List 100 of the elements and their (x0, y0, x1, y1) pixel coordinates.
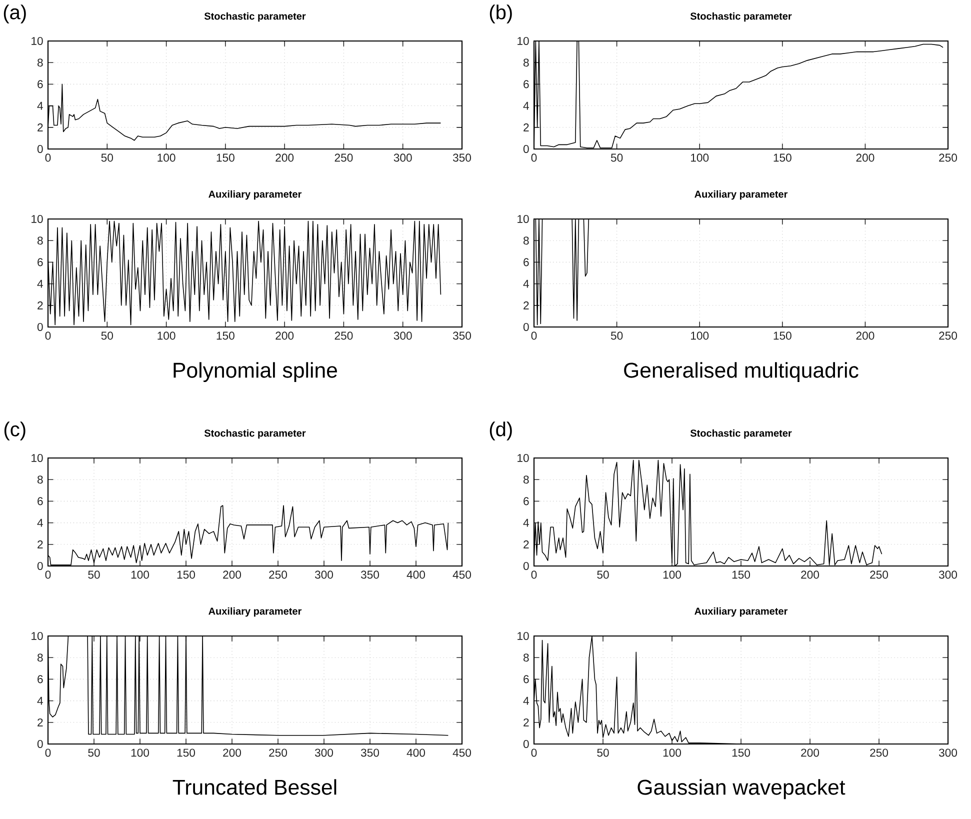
y-tick-label: 8 (524, 654, 529, 662)
chart-title: Auxiliary parameter (208, 190, 302, 200)
chart-title: Stochastic parameter (204, 429, 306, 439)
x-tick-label: 150 (732, 748, 750, 757)
x-tick-label: 0 (531, 748, 537, 757)
y-tick-label: 0 (37, 144, 43, 153)
text: (d) (490, 422, 512, 440)
x-tick-label: 150 (216, 332, 234, 340)
x-tick-label: 150 (732, 570, 750, 579)
x-tick-label: 450 (452, 748, 472, 757)
x-tick-label: 100 (663, 748, 682, 757)
y-tick-label: 6 (524, 258, 529, 266)
x-tick-label: 400 (406, 748, 426, 757)
y-tick-label: 10 (32, 214, 43, 223)
x-tick-label: 250 (870, 748, 888, 757)
x-tick-label: 250 (269, 748, 288, 757)
x-tick-label: 100 (131, 748, 149, 757)
x-tick-label: 200 (801, 748, 820, 757)
x-tick-label: 50 (597, 748, 609, 757)
text: (a) (4, 4, 26, 24)
x-tick-label: 250 (939, 332, 958, 340)
y-tick-label: 6 (38, 80, 43, 88)
y-tick-label: 0 (523, 562, 529, 570)
x-tick-label: 200 (223, 570, 241, 579)
x-tick-label: 450 (452, 570, 472, 579)
x-tick-label: 300 (314, 570, 334, 579)
y-tick-label: 0 (523, 144, 529, 153)
x-tick-label: 200 (801, 570, 820, 579)
y-tick-label: 8 (524, 476, 529, 484)
x-tick-label: 300 (394, 332, 412, 340)
y-tick-label: 4 (37, 280, 43, 288)
x-tick-label: 200 (276, 154, 294, 162)
y-tick-label: 10 (32, 454, 43, 462)
y-tick-label: 0 (37, 740, 43, 748)
y-tick-label: 6 (524, 675, 529, 684)
x-tick-label: 250 (334, 332, 353, 340)
x-tick-label: 400 (406, 570, 426, 579)
x-tick-label: 100 (691, 332, 709, 340)
x-tick-label: 350 (452, 332, 471, 340)
y-tick-label: 6 (524, 497, 529, 506)
x-tick-label: 0 (531, 154, 537, 162)
x-tick-label: 100 (691, 154, 709, 162)
y-tick-label: 6 (524, 80, 529, 88)
x-tick-label: 200 (276, 332, 294, 340)
y-tick-label: 4 (523, 102, 529, 110)
y-tick-label: 10 (518, 632, 529, 640)
y-tick-label: 2 (524, 301, 529, 310)
x-tick-label: 0 (45, 332, 51, 340)
y-tick-label: 0 (523, 322, 529, 331)
x-tick-label: 250 (870, 570, 888, 579)
y-tick-label: 4 (523, 518, 529, 527)
y-tick-label: 10 (32, 632, 43, 640)
chart-title: Stochastic parameter (690, 429, 792, 439)
chart-title: Auxiliary parameter (208, 607, 302, 617)
x-tick-label: 100 (158, 154, 176, 162)
y-tick-label: 4 (523, 280, 529, 288)
x-tick-label: 0 (45, 570, 51, 579)
x-tick-label: 50 (597, 570, 609, 579)
x-tick-label: 100 (158, 332, 176, 340)
x-tick-label: 350 (360, 570, 380, 579)
x-tick-label: 200 (856, 154, 874, 162)
chart-title: Auxiliary parameter (694, 190, 788, 200)
x-axis-title: Gaussian wavepacket (638, 779, 846, 800)
x-tick-label: 300 (394, 154, 412, 162)
x-tick-label: 100 (663, 570, 682, 579)
y-tick-label: 4 (37, 518, 43, 527)
x-tick-label: 50 (88, 748, 100, 757)
x-axis-title: Generalised multiquadric (624, 362, 858, 382)
text: (b) (490, 4, 512, 24)
y-tick-label: 2 (38, 123, 43, 132)
y-tick-label: 8 (524, 236, 529, 245)
x-tick-label: 250 (269, 570, 288, 579)
y-tick-label: 2 (38, 540, 43, 548)
x-tick-label: 50 (610, 154, 623, 162)
x-tick-label: 0 (45, 154, 51, 162)
y-tick-label: 10 (518, 36, 529, 45)
x-tick-label: 50 (101, 154, 113, 162)
x-tick-label: 350 (452, 154, 471, 162)
chart-title: Auxiliary parameter (694, 607, 788, 617)
x-tick-label: 50 (101, 332, 113, 340)
y-tick-label: 4 (37, 696, 43, 705)
x-tick-label: 0 (531, 570, 537, 579)
x-tick-label: 150 (177, 570, 195, 579)
x-tick-label: 50 (610, 332, 623, 340)
y-tick-label: 4 (523, 696, 529, 705)
y-tick-label: 0 (37, 562, 43, 570)
y-tick-label: 2 (524, 540, 529, 548)
x-tick-label: 150 (216, 154, 234, 162)
y-tick-label: 10 (518, 214, 529, 223)
y-tick-label: 10 (518, 454, 529, 462)
x-tick-label: 50 (88, 570, 100, 579)
x-tick-label: 350 (360, 748, 380, 757)
chart-title: Stochastic parameter (204, 12, 306, 22)
chart-title: Stochastic parameter (690, 12, 792, 22)
y-tick-label: 8 (38, 476, 43, 484)
y-tick-label: 0 (37, 322, 43, 331)
y-tick-label: 4 (37, 102, 43, 110)
y-tick-label: 6 (38, 258, 43, 266)
x-axis-title: Polynomial spline (174, 362, 337, 382)
y-tick-label: 8 (38, 236, 43, 245)
